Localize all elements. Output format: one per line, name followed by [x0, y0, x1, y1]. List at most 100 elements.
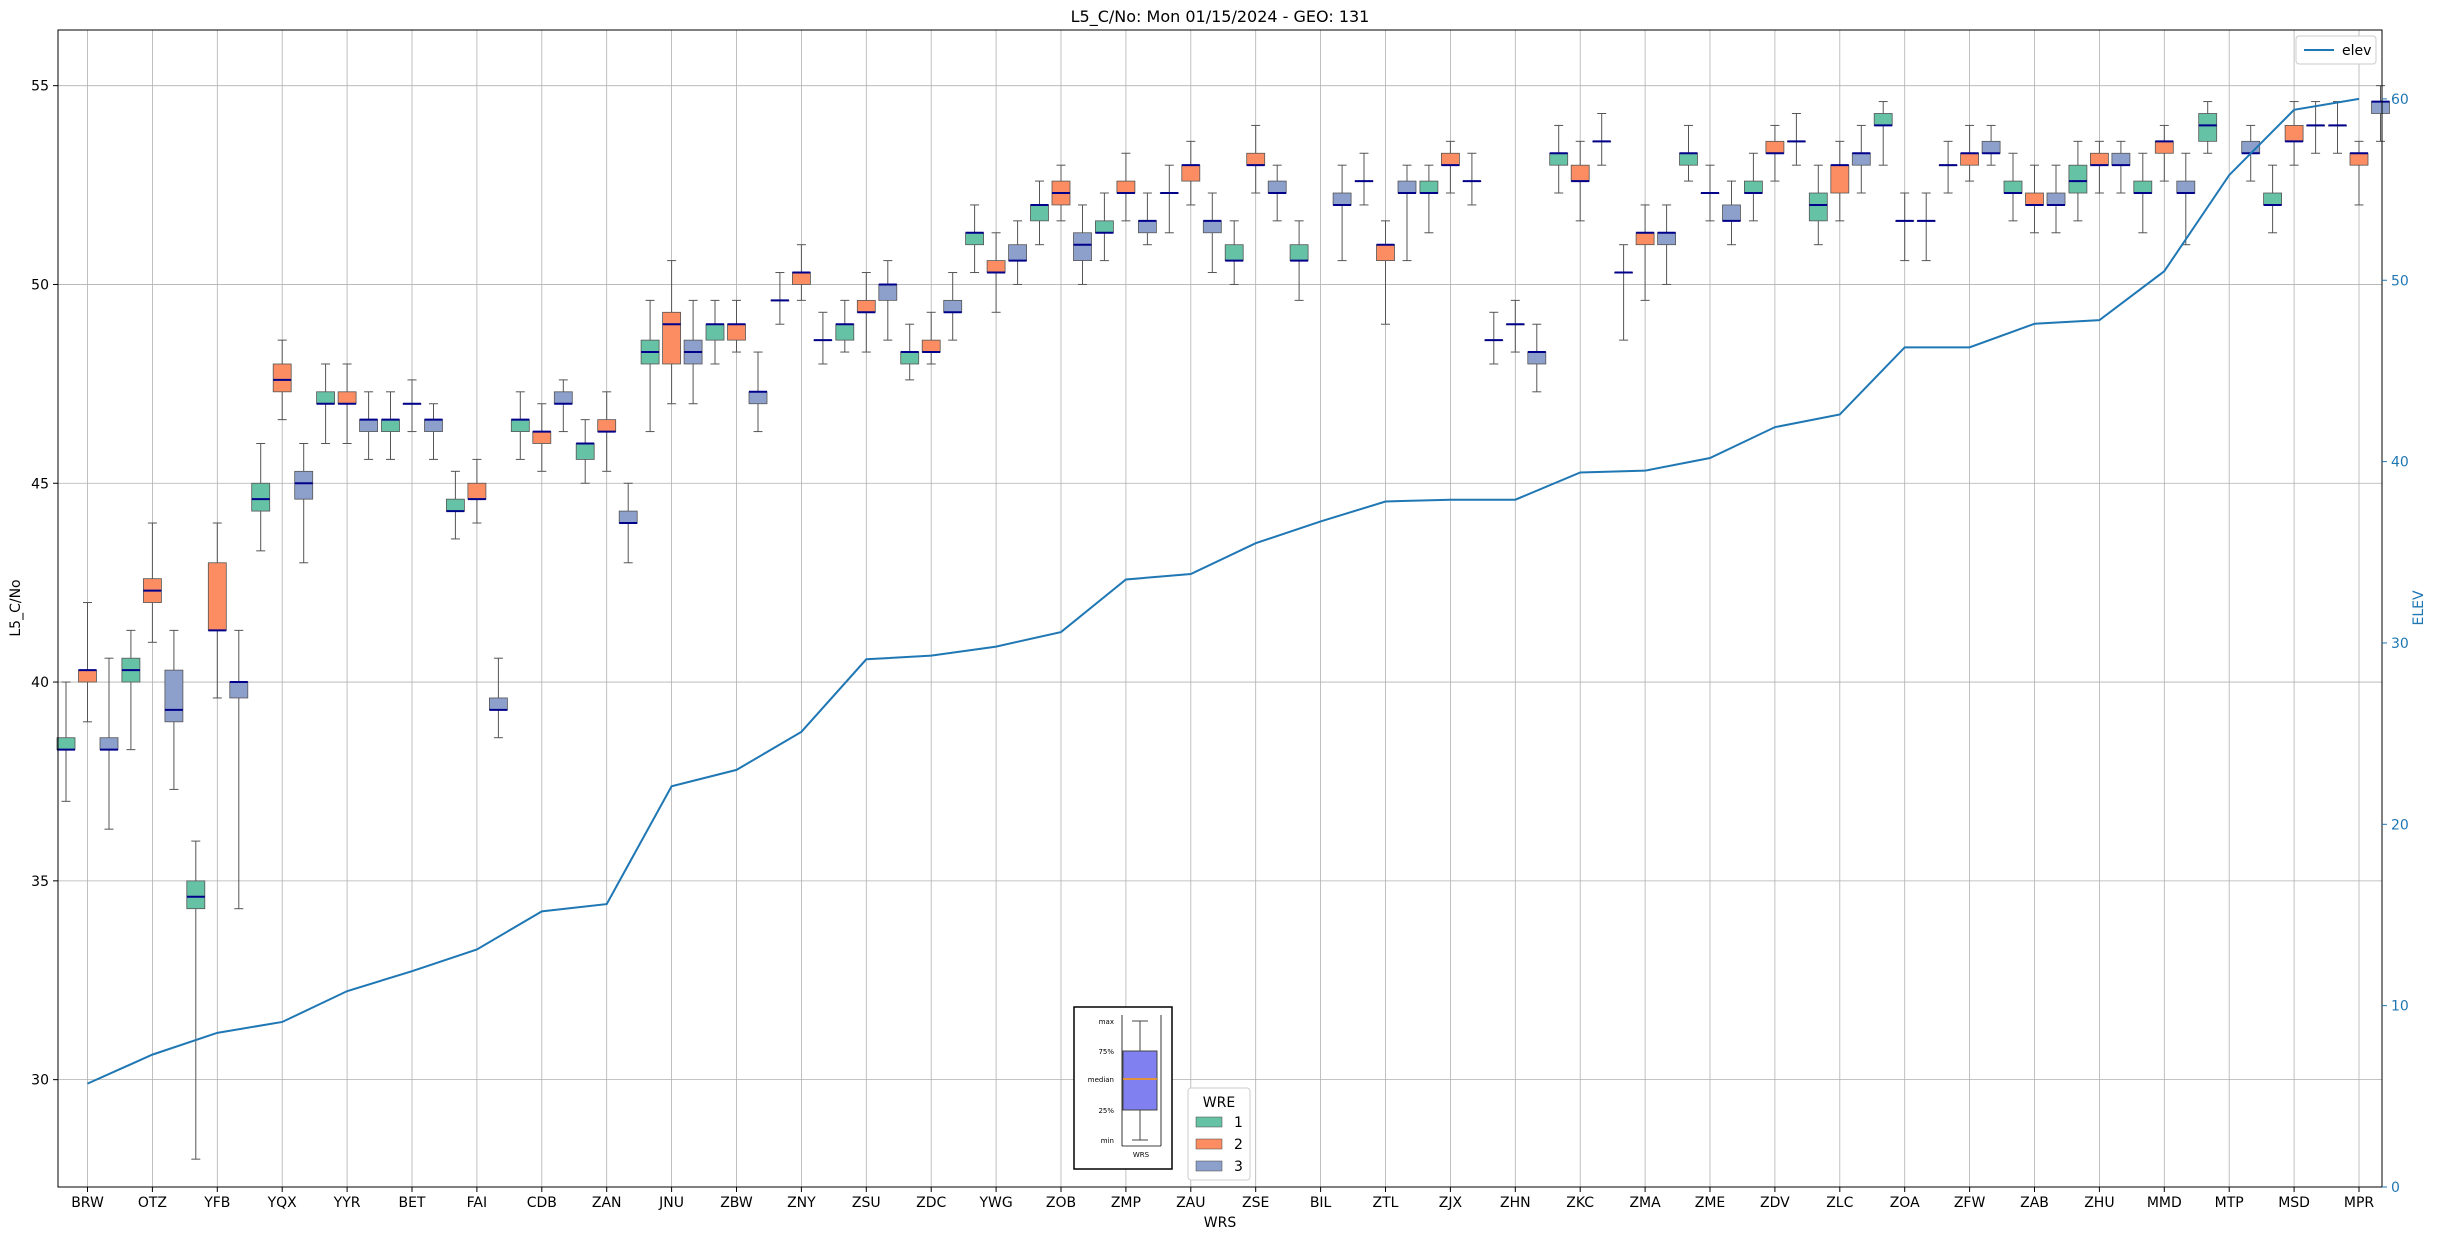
x-axis-label: WRS: [1204, 1215, 1237, 1231]
box-iqr: [2371, 101, 2390, 114]
box-key-box: [1122, 1050, 1158, 1111]
box-wre-2-ZOB: [1051, 164, 1071, 222]
box-key-inset: max 75% median 25% min WRS: [1073, 1006, 1173, 1170]
box-wre-3-ZKC: [1592, 112, 1612, 166]
x-axis: BRW OTZ YFB YQX YYR BET FAI CDB ZAN JNU ZBW ZNY ZSU Z…: [71, 1187, 2374, 1211]
box-iqr: [2025, 192, 2044, 206]
box-iqr: [1657, 232, 1676, 246]
x-tick-label: ZAU: [1176, 1195, 1205, 1211]
box-key-label-q1: 25%: [1098, 1107, 1114, 1115]
box-iqr: [488, 697, 508, 711]
box-wre-2-MPR: [2349, 140, 2369, 206]
box-iqr: [467, 482, 487, 500]
box-wre-1-FAI: [445, 470, 465, 540]
box-wre-1-YWG: [965, 204, 984, 274]
box-iqr: [381, 419, 400, 432]
box-iqr: [56, 737, 76, 751]
box-iqr: [2089, 152, 2109, 166]
box-iqr: [662, 311, 681, 365]
wre-legend-swatch-1: [1195, 1116, 1223, 1128]
box-wre-1-ZJX: [1419, 164, 1439, 234]
box-iqr: [1960, 152, 1979, 166]
x-tick-label: YYR: [333, 1195, 361, 1211]
box-wre-3-MMD: [2176, 152, 2196, 246]
box-iqr: [878, 284, 898, 301]
box-iqr: [986, 260, 1006, 273]
box-wre-1-YQX: [251, 442, 271, 552]
box-wre-2-ZAU: [1181, 140, 1201, 206]
box-iqr: [1008, 244, 1027, 262]
box-iqr: [1267, 180, 1287, 194]
box-wre-2-ZHN: [1505, 299, 1525, 353]
box-wre-3-ZOA: [1916, 192, 1936, 262]
box-iqr: [1397, 180, 1417, 194]
y2-tick-label: 40: [2391, 455, 2409, 471]
box-wre-2-ZHU: [2089, 140, 2109, 194]
box-iqr: [1679, 152, 1698, 166]
box-iqr: [1851, 152, 1871, 166]
box-wre-1-OTZ: [121, 629, 141, 751]
box-iqr: [1744, 180, 1763, 194]
wre-legend-label-3: 3: [1234, 1159, 1243, 1175]
y-tick-label: 30: [31, 1073, 49, 1089]
elev-legend: elev: [2295, 35, 2377, 65]
wre-legend-title: WRE: [1203, 1095, 1235, 1111]
plot-frame: [57, 29, 2383, 1188]
y-axis-right: 0 10 20 30 40 50 60: [2382, 92, 2409, 1196]
box-iqr: [1224, 244, 1244, 262]
box-wre-1-BIL: [1289, 220, 1309, 301]
box-iqr: [856, 299, 876, 313]
box-wre-3-BRW: [99, 657, 119, 830]
box-iqr: [207, 562, 227, 631]
box-wre-1-ZFW: [1938, 140, 1958, 194]
x-tick-label: ZAN: [592, 1195, 622, 1211]
box-iqr: [1030, 204, 1049, 222]
box-wre-2-ZFW: [1960, 124, 1979, 182]
x-tick-label: YWG: [978, 1195, 1012, 1211]
box-key-xlabel: WRS: [1133, 1151, 1150, 1159]
x-tick-label: ZAB: [2020, 1195, 2049, 1211]
box-wre-2-YYR: [337, 363, 357, 444]
wre-legend-swatch-3: [1195, 1160, 1223, 1172]
box-iqr: [2349, 152, 2369, 166]
box-wre-1-ZTL: [1354, 152, 1374, 206]
box-wre-3-BET: [424, 403, 443, 460]
box-wre-1-ZAB: [2003, 152, 2023, 222]
box-iqr: [1722, 204, 1741, 222]
wre-legend-swatch-2: [1195, 1138, 1223, 1150]
box-iqr: [597, 419, 617, 432]
box-key-label-max: max: [1099, 1018, 1114, 1026]
box-iqr: [1830, 164, 1850, 194]
box-iqr: [1202, 220, 1222, 234]
y2-tick-label: 0: [2391, 1180, 2400, 1196]
y2-tick-label: 30: [2391, 636, 2409, 652]
box-iqr: [1981, 140, 2001, 154]
box-wre-2-ZKC: [1570, 140, 1590, 222]
box-iqr: [943, 299, 963, 313]
x-tick-label: YFB: [203, 1195, 230, 1211]
box-wre-3-JNU: [683, 299, 703, 405]
x-tick-label: ZOA: [1890, 1195, 1920, 1211]
box-wre-2-YFB: [207, 522, 227, 699]
box-iqr: [424, 419, 443, 432]
box-wre-1-ZME: [1679, 124, 1698, 182]
box-iqr: [1246, 152, 1266, 166]
box-iqr: [727, 323, 746, 341]
box-wre-2-ZAN: [597, 391, 617, 472]
box-wre-2-ZDC: [921, 311, 941, 365]
box-iqr: [965, 232, 984, 246]
box-series: [56, 85, 2390, 1160]
box-wre-1-ZDV: [1744, 152, 1763, 222]
box-wre-1-ZBW: [705, 299, 725, 365]
box-wre-1-ZAU: [1159, 164, 1179, 234]
box-iqr: [2176, 180, 2196, 194]
y-tick-label: 55: [31, 79, 49, 95]
box-iqr: [2111, 152, 2131, 166]
box-wre-3-YWG: [1008, 220, 1027, 285]
y-tick-label: 40: [31, 675, 49, 691]
x-tick-label: ZLC: [1826, 1195, 1853, 1211]
box-iqr: [359, 419, 379, 432]
y2-tick-label: 50: [2391, 273, 2409, 289]
box-iqr: [575, 443, 595, 460]
box-wre-2-CDB: [532, 403, 552, 472]
